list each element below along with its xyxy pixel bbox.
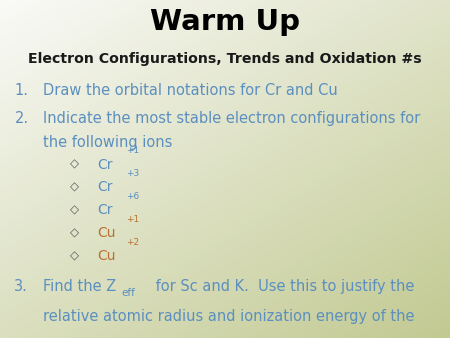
- Text: Electron Configurations, Trends and Oxidation #s: Electron Configurations, Trends and Oxid…: [28, 52, 422, 66]
- Text: Warm Up: Warm Up: [150, 8, 300, 37]
- Text: relative atomic radius and ionization energy of the: relative atomic radius and ionization en…: [43, 309, 414, 323]
- Text: Indicate the most stable electron configurations for: Indicate the most stable electron config…: [43, 111, 420, 126]
- Text: for Sc and K.  Use this to justify the: for Sc and K. Use this to justify the: [151, 279, 414, 294]
- Text: Draw the orbital notations for Cr and Cu: Draw the orbital notations for Cr and Cu: [43, 83, 338, 98]
- Text: +3: +3: [126, 169, 140, 178]
- Text: Cr: Cr: [97, 180, 112, 194]
- Text: eff: eff: [122, 288, 135, 298]
- Text: Cr: Cr: [97, 158, 112, 171]
- Text: +6: +6: [126, 192, 140, 201]
- Text: Cu: Cu: [97, 226, 115, 240]
- Text: 3.: 3.: [14, 279, 28, 294]
- Text: Cr: Cr: [97, 203, 112, 217]
- Text: Find the Z: Find the Z: [43, 279, 116, 294]
- Text: ◇: ◇: [70, 249, 79, 262]
- Text: +2: +2: [126, 238, 140, 247]
- Text: 1.: 1.: [14, 83, 28, 98]
- Text: ◇: ◇: [70, 203, 79, 216]
- Text: +1: +1: [126, 146, 140, 155]
- Text: ◇: ◇: [70, 158, 79, 170]
- Text: the following ions: the following ions: [43, 135, 172, 149]
- Text: ◇: ◇: [70, 180, 79, 193]
- Text: Cu: Cu: [97, 249, 115, 263]
- Text: +1: +1: [126, 215, 140, 224]
- Text: ◇: ◇: [70, 226, 79, 239]
- Text: 2.: 2.: [14, 111, 28, 126]
